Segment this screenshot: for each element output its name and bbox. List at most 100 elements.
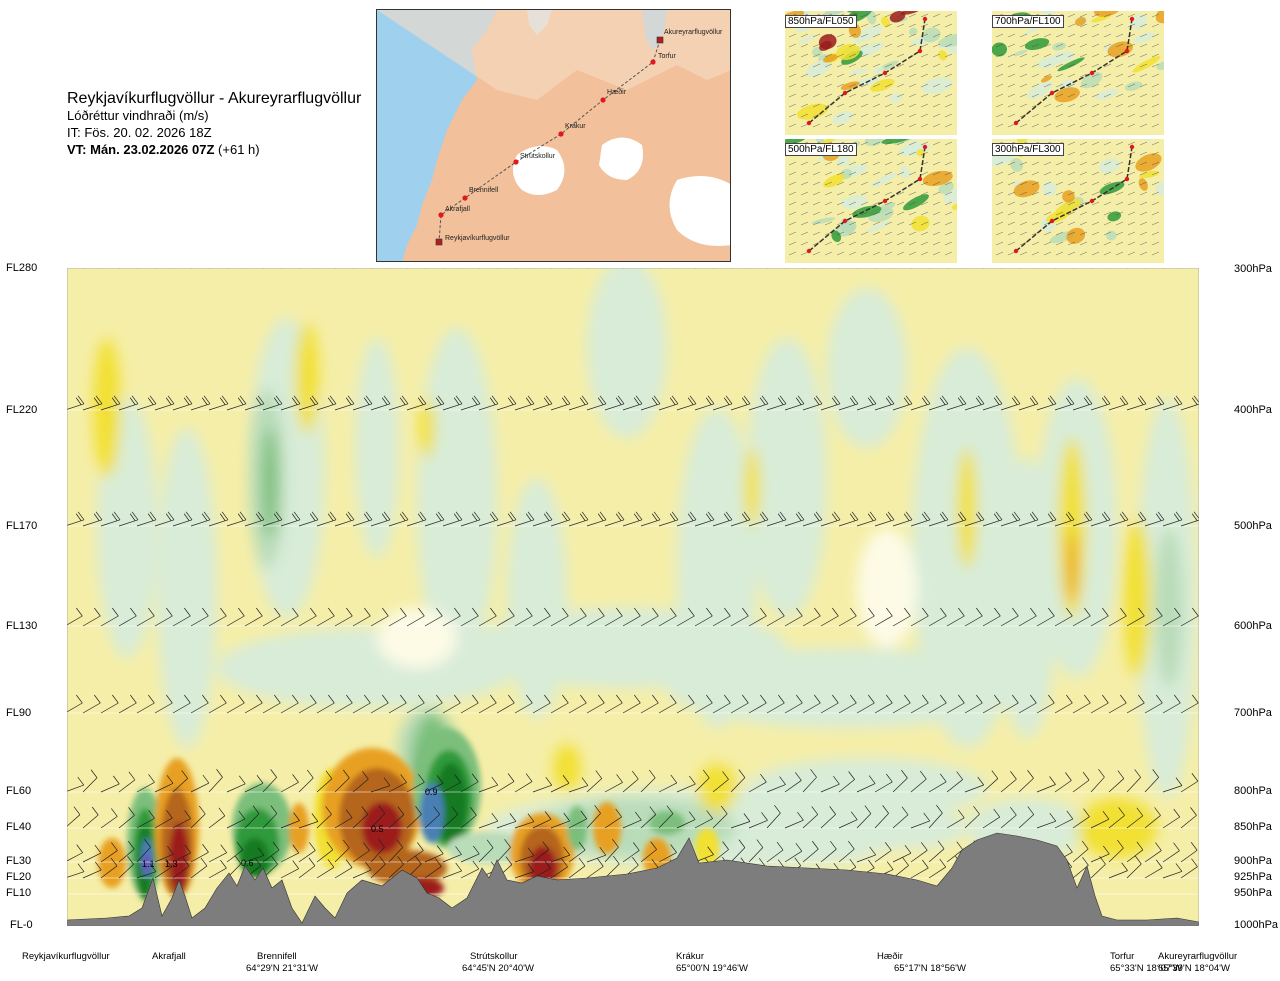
wind-barb-feather <box>184 810 191 819</box>
mini-barb <box>1139 151 1148 156</box>
wind-barb-feather <box>293 511 301 521</box>
mini-barb <box>1115 103 1124 108</box>
wind-barb <box>262 615 281 627</box>
mini-barb <box>860 251 869 256</box>
mini-barb <box>800 73 809 78</box>
wind-barb-feather <box>544 694 551 704</box>
mini-barb <box>1007 93 1016 98</box>
wind-barb <box>1090 853 1110 863</box>
wind-barb-feather <box>489 513 496 521</box>
mini-barb <box>824 251 833 256</box>
mini-map-850[interactable]: 850hPa/FL050 <box>785 11 957 135</box>
fl-label: FL20 <box>6 871 32 883</box>
mini-barb <box>1031 123 1040 128</box>
mini-map-500[interactable]: 500hPa/FL180 <box>785 139 957 263</box>
wind-barb <box>568 849 586 863</box>
wind-barb <box>1180 702 1199 714</box>
wind-barb-feather <box>1027 806 1035 815</box>
mini-barb <box>1127 251 1136 256</box>
route-map[interactable]: Akureyrarflugvöllur Torfur Hæðir Krákur Strú… <box>376 9 731 262</box>
wind-barb <box>910 615 929 627</box>
mini-barb <box>920 43 929 48</box>
wind-barb <box>298 702 317 714</box>
wind-barb <box>1054 780 1072 793</box>
wind-barb-feather <box>1139 395 1147 405</box>
field-region <box>417 328 497 668</box>
mini-barb <box>884 93 893 98</box>
wind-barb-feather <box>1030 694 1037 704</box>
mini-barb <box>1019 63 1028 68</box>
wind-barb-feather <box>166 607 173 617</box>
wind-barb <box>82 615 101 627</box>
mini-field-blob <box>922 27 941 43</box>
mini-barb <box>1103 171 1112 176</box>
mini-barb <box>1127 201 1136 206</box>
wind-barb-feather <box>399 513 406 521</box>
mini-map-700-label: 700hPa/FL100 <box>992 15 1064 28</box>
wind-barb <box>154 615 173 627</box>
wind-barb-feather <box>651 513 658 521</box>
mini-barb <box>908 13 917 18</box>
mini-barb <box>1007 53 1016 58</box>
mini-barb <box>800 63 809 68</box>
mini-barb <box>860 93 869 98</box>
wind-barb <box>1018 814 1035 829</box>
wind-barb <box>892 702 911 714</box>
mini-barb <box>1151 151 1160 156</box>
mini-field-blob <box>900 11 923 15</box>
mini-barb <box>1127 53 1136 58</box>
wind-barb-feather <box>1134 855 1142 865</box>
wind-barb-feather <box>111 397 118 405</box>
mini-barb <box>812 83 821 88</box>
wind-barb <box>712 615 731 627</box>
mini-barb <box>800 43 809 48</box>
mini-barb <box>788 73 797 78</box>
mini-barb <box>884 241 893 246</box>
mini-barb <box>995 93 1004 98</box>
mini-barb <box>836 53 845 58</box>
mini-barb <box>848 251 857 256</box>
mini-barb <box>920 113 929 118</box>
mini-barb <box>1115 83 1124 88</box>
mini-barb <box>1055 191 1064 196</box>
wind-barb <box>910 702 929 714</box>
wind-barb-feather <box>687 513 694 521</box>
wind-barb-feather <box>76 694 83 704</box>
wind-barb <box>64 814 81 829</box>
mini-field-blob <box>1130 14 1148 30</box>
mini-barb <box>908 191 917 196</box>
mini-barb <box>1019 53 1028 58</box>
wind-barb-feather <box>1191 858 1198 867</box>
wind-barb-feather <box>1174 607 1181 617</box>
fl-label: FL40 <box>6 821 32 833</box>
wind-barb <box>550 866 568 879</box>
mini-barb <box>836 161 845 166</box>
wind-barb <box>424 615 443 627</box>
mini-barb <box>1115 13 1124 18</box>
mini-barb <box>1079 221 1088 226</box>
wind-barb-feather <box>544 607 551 617</box>
mini-barb <box>1007 231 1016 236</box>
mini-route-marker <box>882 70 888 76</box>
mini-barb <box>1103 83 1112 88</box>
wind-barb-feather <box>922 607 929 617</box>
mini-route-marker <box>806 120 812 126</box>
cross-section-plot[interactable]: 1.1 1.3 0.6 0.9 0.5 <box>46 253 1201 927</box>
mini-barb <box>896 191 905 196</box>
mini-map-700[interactable]: 700hPa/FL100 <box>992 11 1164 135</box>
wind-barb-feather <box>1173 513 1180 521</box>
mini-barb <box>1079 151 1088 156</box>
wind-barb <box>244 702 263 714</box>
wind-barb-feather <box>1155 842 1162 851</box>
wind-barb-feather <box>270 805 278 814</box>
wind-barb <box>1126 863 1142 879</box>
mini-barb <box>1103 53 1112 58</box>
wind-barb-feather <box>381 513 388 521</box>
wind-barb-feather <box>1049 395 1057 405</box>
mini-map-300[interactable]: 300hPa/FL300 <box>992 139 1164 263</box>
mini-barb <box>896 211 905 216</box>
mini-barb <box>848 53 857 58</box>
mini-field-blob <box>1095 89 1119 100</box>
wind-barb-feather <box>128 840 135 850</box>
mini-field-blob <box>870 78 895 92</box>
